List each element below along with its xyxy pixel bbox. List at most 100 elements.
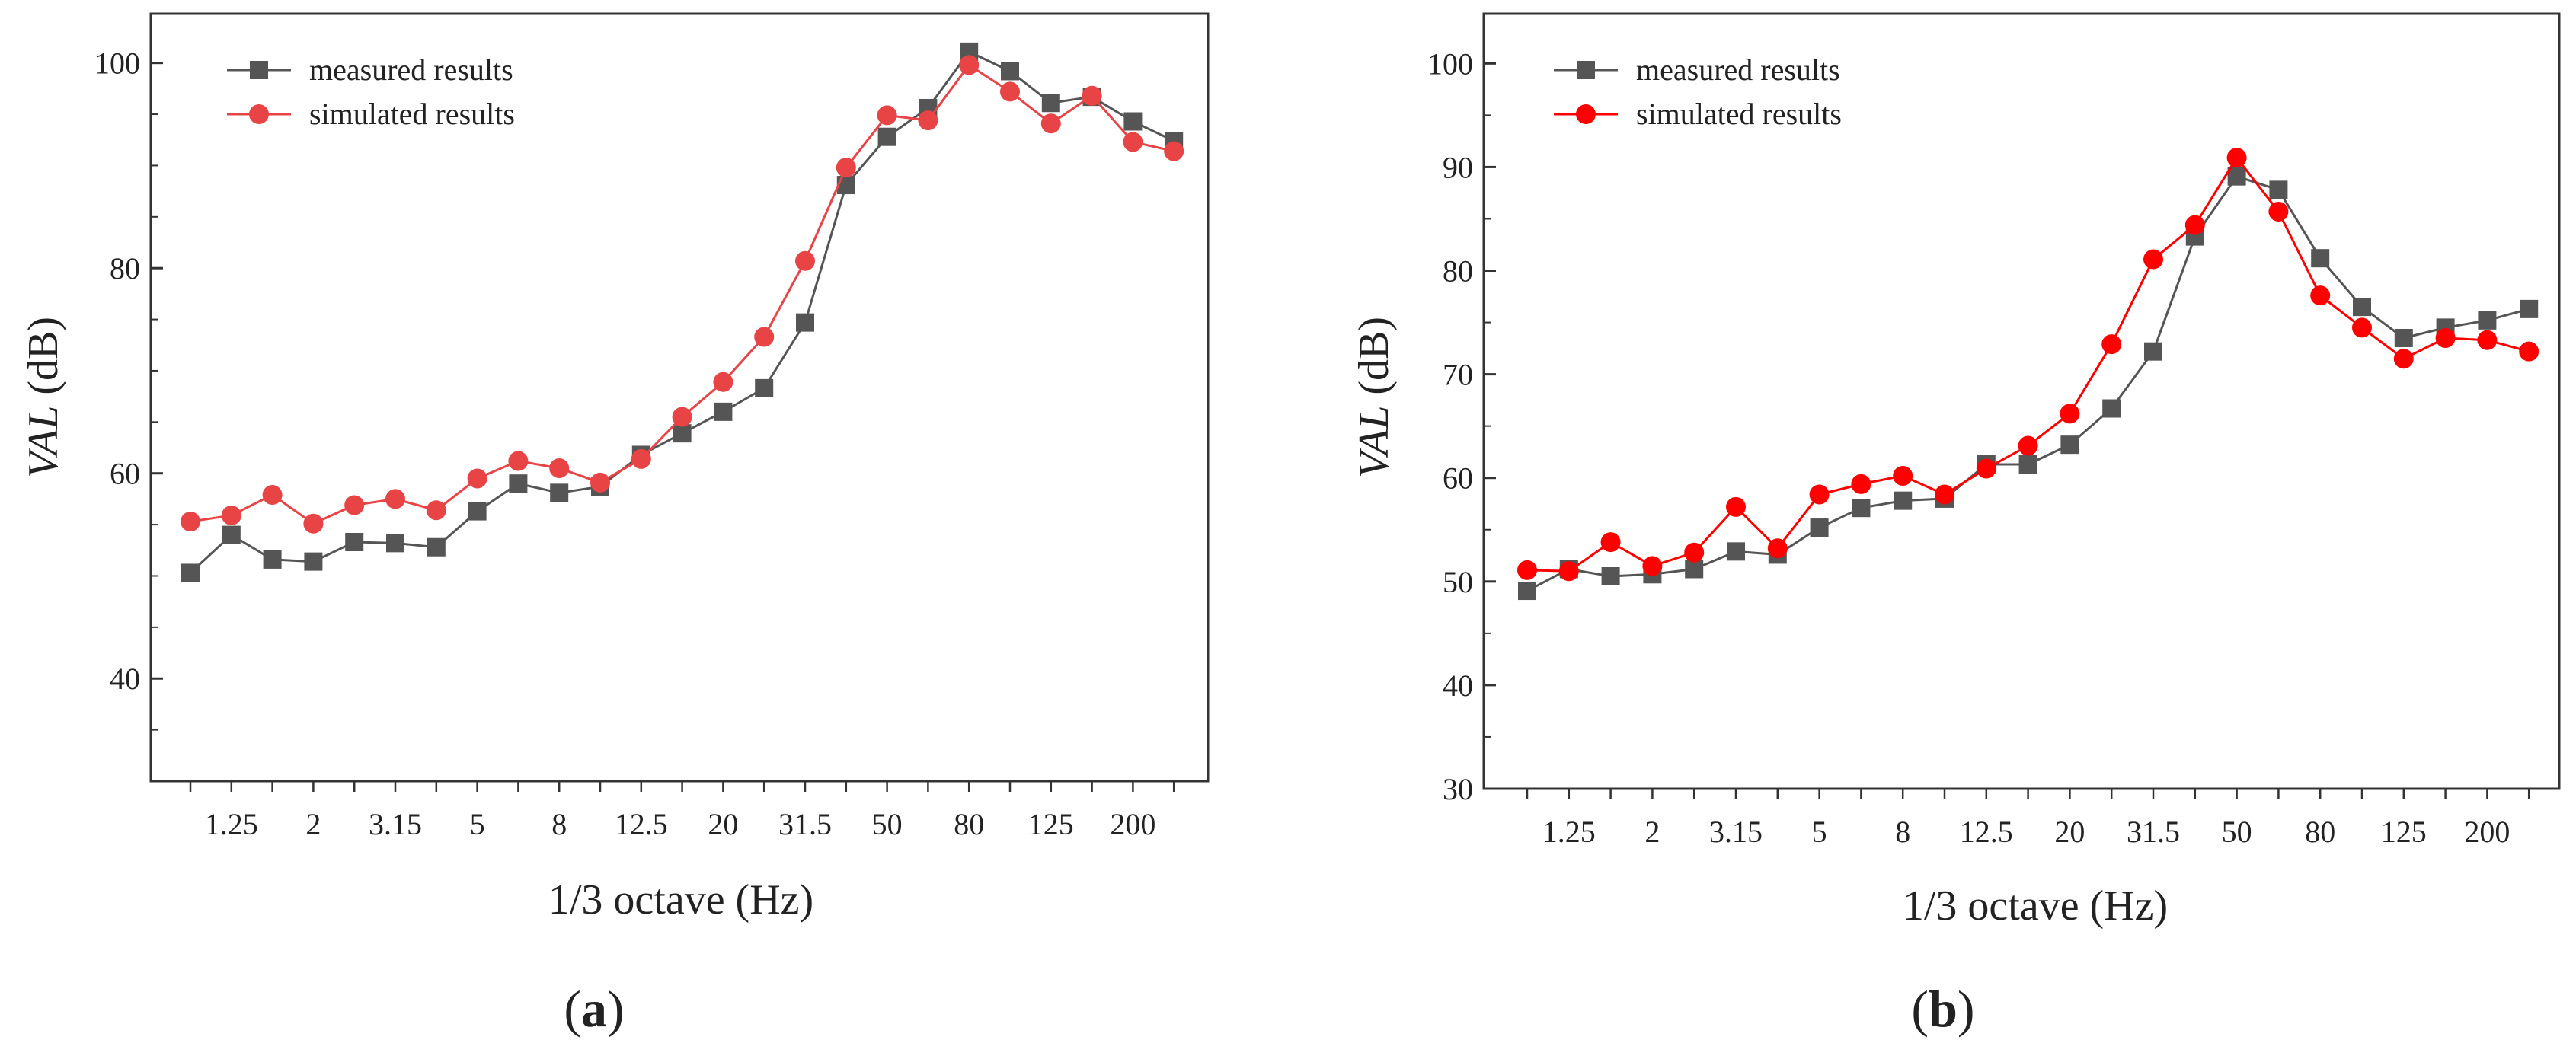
x-tick-label: 5 xyxy=(1812,815,1827,849)
x-tick-label: 3.15 xyxy=(369,807,422,841)
marker-measured-results xyxy=(2394,328,2413,347)
panel-b-y-axis-title-italic: VAL xyxy=(1350,406,1398,478)
marker-measured-results xyxy=(673,424,692,443)
marker-simulated-results xyxy=(795,250,815,271)
marker-measured-results xyxy=(796,313,814,332)
y-tick-label: 90 xyxy=(1443,150,1473,184)
y-tick-label: 70 xyxy=(1443,358,1473,392)
y-tick-label: 80 xyxy=(110,251,140,285)
marker-measured-results xyxy=(755,378,774,397)
marker-simulated-results xyxy=(2477,330,2498,350)
series-line-simulated-results xyxy=(190,63,1175,525)
x-tick-label: 1.25 xyxy=(1542,815,1596,849)
panel-a-x-ticks: 1.25 2 3.15 5 8 12.5 20 31.5 50 80 125 200 xyxy=(189,781,1175,841)
marker-measured-results xyxy=(345,533,364,552)
marker-simulated-results xyxy=(672,407,692,427)
panel-b-caption-close: ) xyxy=(1958,980,1975,1038)
marker-simulated-results xyxy=(2226,148,2247,168)
marker-measured-results xyxy=(2269,180,2288,199)
x-tick-label: 20 xyxy=(708,807,738,841)
marker-simulated-results xyxy=(836,158,856,178)
y-tick-label: 40 xyxy=(1443,668,1473,703)
marker-measured-results xyxy=(836,176,855,195)
marker-simulated-results xyxy=(1000,81,1020,102)
marker-measured-results xyxy=(1894,491,1913,510)
marker-measured-results xyxy=(2311,249,2330,268)
y-tick-label: 30 xyxy=(1443,772,1473,806)
marker-measured-results xyxy=(2478,311,2497,330)
x-tick-label: 80 xyxy=(954,807,984,841)
marker-measured-results xyxy=(1852,499,1871,518)
x-tick-label: 31.5 xyxy=(2127,815,2180,849)
marker-simulated-results xyxy=(385,489,405,509)
legend-label-measured-results: measured results xyxy=(309,53,513,87)
marker-measured-results xyxy=(2520,299,2539,318)
legend-label-measured-results: measured results xyxy=(1636,53,1840,87)
x-tick-label: 80 xyxy=(2305,815,2335,849)
marker-simulated-results xyxy=(2393,349,2414,369)
marker-simulated-results xyxy=(2060,404,2080,424)
marker-measured-results xyxy=(1041,94,1060,113)
marker-simulated-results xyxy=(2310,285,2331,306)
marker-measured-results xyxy=(550,483,569,502)
y-tick-label: 60 xyxy=(1443,461,1473,496)
x-tick-label: 20 xyxy=(2054,815,2085,849)
marker-simulated-results xyxy=(344,495,365,515)
marker-simulated-results xyxy=(631,448,651,469)
legend-marker-simulated-results xyxy=(1576,104,1596,124)
marker-measured-results xyxy=(2102,399,2121,418)
marker-simulated-results xyxy=(1684,542,1705,563)
marker-simulated-results xyxy=(1976,458,1996,479)
panel-a-series xyxy=(181,42,1184,582)
y-tick-label: 100 xyxy=(1427,46,1473,81)
panel-a-caption-close: ) xyxy=(607,980,625,1038)
marker-simulated-results xyxy=(1893,465,1913,486)
marker-measured-results xyxy=(2060,435,2079,455)
x-tick-label: 12.5 xyxy=(615,807,668,841)
marker-simulated-results xyxy=(2184,215,2205,235)
x-tick-label: 125 xyxy=(2381,815,2427,849)
marker-measured-results xyxy=(304,552,323,571)
x-tick-label: 2 xyxy=(1644,815,1660,849)
x-tick-label: 3.15 xyxy=(1709,815,1763,849)
x-tick-label: 5 xyxy=(470,807,485,841)
legend-label-simulated-results: simulated results xyxy=(309,97,515,131)
x-tick-label: 200 xyxy=(1110,807,1155,841)
marker-simulated-results xyxy=(1040,113,1061,134)
marker-simulated-results xyxy=(1726,496,1746,517)
marker-simulated-results xyxy=(1123,132,1143,152)
marker-measured-results xyxy=(427,537,446,557)
y-tick-label: 50 xyxy=(1443,565,1473,599)
marker-measured-results xyxy=(1727,542,1745,561)
x-tick-label: 8 xyxy=(551,807,567,841)
panel-a-caption-letter: a xyxy=(581,980,607,1038)
marker-simulated-results xyxy=(426,500,446,521)
x-tick-label: 1.25 xyxy=(205,807,258,841)
marker-simulated-results xyxy=(1558,561,1579,582)
marker-simulated-results xyxy=(1767,538,1788,559)
marker-simulated-results xyxy=(2143,249,2163,270)
panel-b-x-ticks: 1.25 2 3.15 5 8 12.5 20 31.5 50 80 125 200 xyxy=(1526,789,2530,849)
marker-simulated-results xyxy=(1809,484,1830,505)
y-tick-label: 80 xyxy=(1443,254,1473,289)
marker-measured-results xyxy=(2018,455,2037,474)
panel-a-y-axis-title-unit: (dB) xyxy=(20,317,67,406)
x-tick-label: 31.5 xyxy=(778,807,832,841)
panel-a-y-axis-title-italic: VAL xyxy=(20,406,67,478)
marker-simulated-results xyxy=(1164,141,1184,161)
panel-b-caption-open: ( xyxy=(1911,980,1929,1038)
marker-measured-results xyxy=(1601,567,1620,586)
marker-measured-results xyxy=(181,563,200,582)
x-tick-label: 50 xyxy=(2222,815,2252,849)
legend-marker-measured-results xyxy=(250,61,268,79)
panel-b-y-ticks: 30 40 50 60 70 80 90 100 xyxy=(1427,46,1496,806)
panel-b: 30 40 50 60 70 80 90 100 1.25 2 3.15 5 8 12.5 20 31.5 5… xyxy=(1350,12,2561,1038)
marker-simulated-results xyxy=(754,327,775,347)
x-tick-label: 125 xyxy=(1028,807,1074,841)
marker-simulated-results xyxy=(590,472,610,493)
x-tick-label: 12.5 xyxy=(1960,815,2013,849)
marker-simulated-results xyxy=(262,485,283,506)
marker-simulated-results xyxy=(2101,334,2122,355)
legend-marker-simulated-results xyxy=(249,104,269,124)
